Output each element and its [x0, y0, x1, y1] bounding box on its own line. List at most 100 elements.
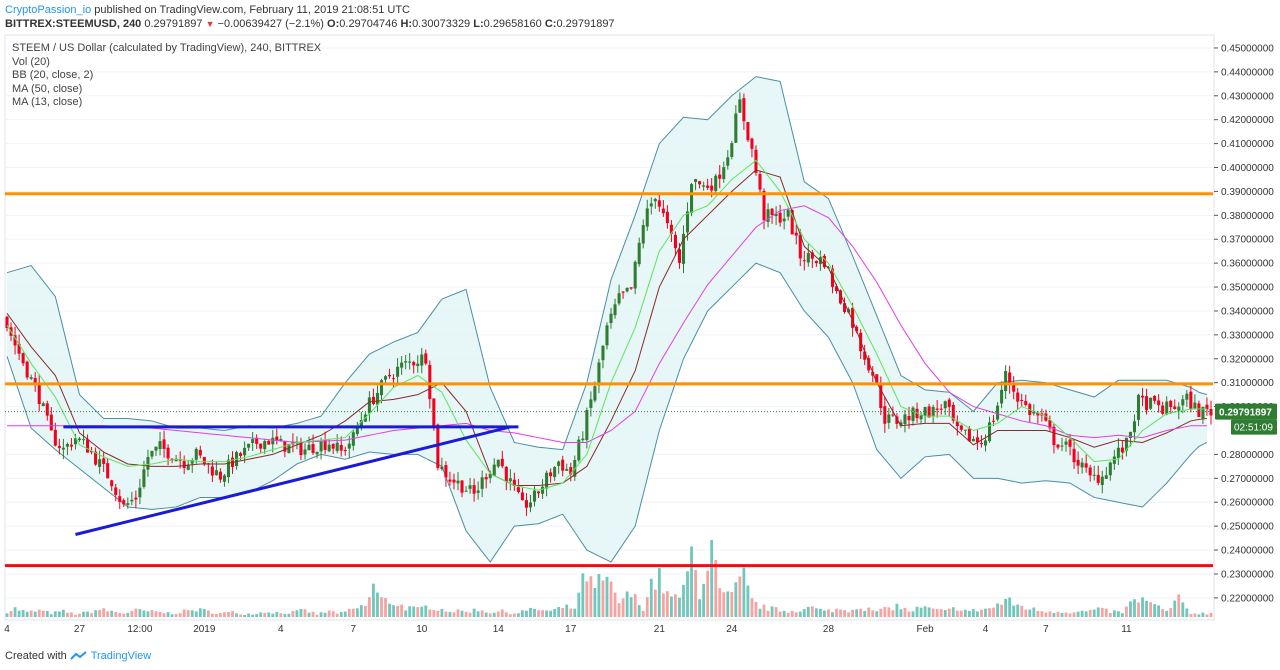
volume-bar [279, 613, 283, 617]
candle-up [730, 143, 734, 157]
tradingview-brand[interactable]: TradingView [90, 650, 152, 662]
volume-bar [134, 608, 138, 617]
candle-down [512, 479, 516, 487]
volume-bar [227, 612, 230, 617]
candle-down [1173, 406, 1177, 410]
volume-bar [1189, 614, 1193, 617]
candle-down [810, 252, 814, 259]
candle-up [416, 363, 420, 367]
legend-title: STEEM / US Dollar (calculated by Trading… [12, 42, 322, 54]
volume-bar [561, 608, 565, 617]
volume-bar [1060, 612, 1064, 617]
volume-bar [61, 609, 65, 617]
price-axis[interactable]: 0.45000000 0.44000000 0.43000000 0.42000000… [1214, 43, 1274, 604]
legend-vol[interactable]: Vol (20) [12, 55, 50, 68]
volume-bar [388, 603, 391, 617]
volume-bar [25, 611, 29, 617]
candle-up [61, 447, 65, 450]
candle-down [504, 466, 508, 482]
volume-bar [508, 614, 512, 617]
candle-up [379, 380, 384, 396]
volume-bar [174, 613, 178, 617]
drawings[interactable] [5, 192, 1213, 568]
candle-up [150, 450, 154, 457]
volume-bar [214, 613, 218, 617]
candle-down [1008, 372, 1012, 385]
volume-bar [730, 592, 734, 617]
y-tick-label: 0.26000000 [1221, 498, 1274, 509]
candle-down [698, 181, 702, 185]
y-tick-label: 0.22000000 [1221, 593, 1274, 604]
legend-bb[interactable]: BB (20, close, 2) [12, 69, 94, 81]
volume-bar [1169, 608, 1173, 617]
candle-up [1112, 456, 1116, 464]
candle-up [375, 392, 379, 405]
candle-down [677, 249, 681, 263]
volume-bar [1004, 598, 1008, 617]
time-axis[interactable]: 4 27 12:00 2019 4 7 10 14 17 21 24 28 Feb 4 7 11 [4, 624, 1132, 635]
candle-up [557, 461, 561, 466]
volume-bar [500, 609, 504, 617]
volume-bar [9, 611, 13, 617]
volume-bar [1088, 609, 1092, 617]
author-link[interactable]: CryptoPassion_io [5, 4, 92, 16]
candle-down [1209, 409, 1213, 416]
volume-bar [420, 606, 424, 617]
candle-down [669, 224, 673, 234]
candle-up [1177, 406, 1181, 411]
volume-bar [919, 607, 923, 617]
candle-down [182, 460, 186, 469]
volume-bar [625, 591, 629, 617]
candle-down [537, 491, 541, 494]
legend-ma13[interactable]: MA (13, close) [12, 96, 83, 108]
volume-bar [935, 609, 939, 617]
y-tick-label: 0.23000000 [1221, 569, 1274, 580]
change-value: −0.00639427 (−2.1%) [217, 18, 324, 30]
volume-bar [665, 591, 669, 617]
volume-bar [1149, 602, 1152, 617]
candle-up [476, 490, 480, 493]
volume-bar [879, 608, 883, 617]
y-tick-label: 0.44000000 [1221, 67, 1274, 78]
tradingview-logo-icon [70, 651, 87, 660]
legend-ma50[interactable]: MA (50, close) [12, 82, 83, 95]
volume-bar [1112, 610, 1116, 617]
candle-down [1036, 412, 1040, 416]
volume-bar [146, 611, 150, 617]
candle-up [158, 441, 162, 450]
candle-up [190, 460, 194, 464]
candle-up [468, 485, 472, 489]
volume-bar [577, 592, 581, 617]
volume-bar [613, 592, 617, 617]
low-value: 0.29658160 [483, 18, 542, 30]
price-chart[interactable]: 0.45000000 0.44000000 0.43000000 0.42000000… [0, 34, 1280, 648]
candle-up [1181, 399, 1185, 406]
volume-bar [678, 597, 681, 617]
candle-down [1120, 447, 1124, 453]
candle-up [609, 313, 613, 324]
candle-up [496, 459, 500, 467]
chart-legend: STEEM / US Dollar (calculated by Trading… [12, 42, 321, 110]
volume-bar [694, 570, 697, 617]
volume-bar [863, 610, 867, 617]
candle-down [452, 479, 456, 483]
volume-bar [1209, 612, 1213, 617]
volume-bar [424, 605, 428, 617]
volume-bar [53, 611, 57, 617]
volume-bar [911, 611, 915, 617]
candle-up [1149, 397, 1153, 409]
y-tick-label: 0.33000000 [1221, 330, 1274, 341]
volume-bar [45, 610, 49, 617]
candle-down [94, 451, 98, 465]
ohlc-header: BITTREX:STEEMUSD, 240 0.29791897 ▼ −0.00… [5, 18, 615, 31]
volume-bar [331, 611, 335, 617]
volume-bar [21, 610, 25, 617]
volume-bar [1100, 607, 1104, 617]
volume-bar [851, 609, 855, 617]
candle-up [480, 477, 484, 489]
volume-bar [1084, 611, 1088, 617]
y-tick-label: 0.25000000 [1221, 522, 1274, 533]
candle-up [130, 499, 134, 502]
volume-bar [303, 609, 307, 617]
volume-bar [710, 539, 714, 617]
